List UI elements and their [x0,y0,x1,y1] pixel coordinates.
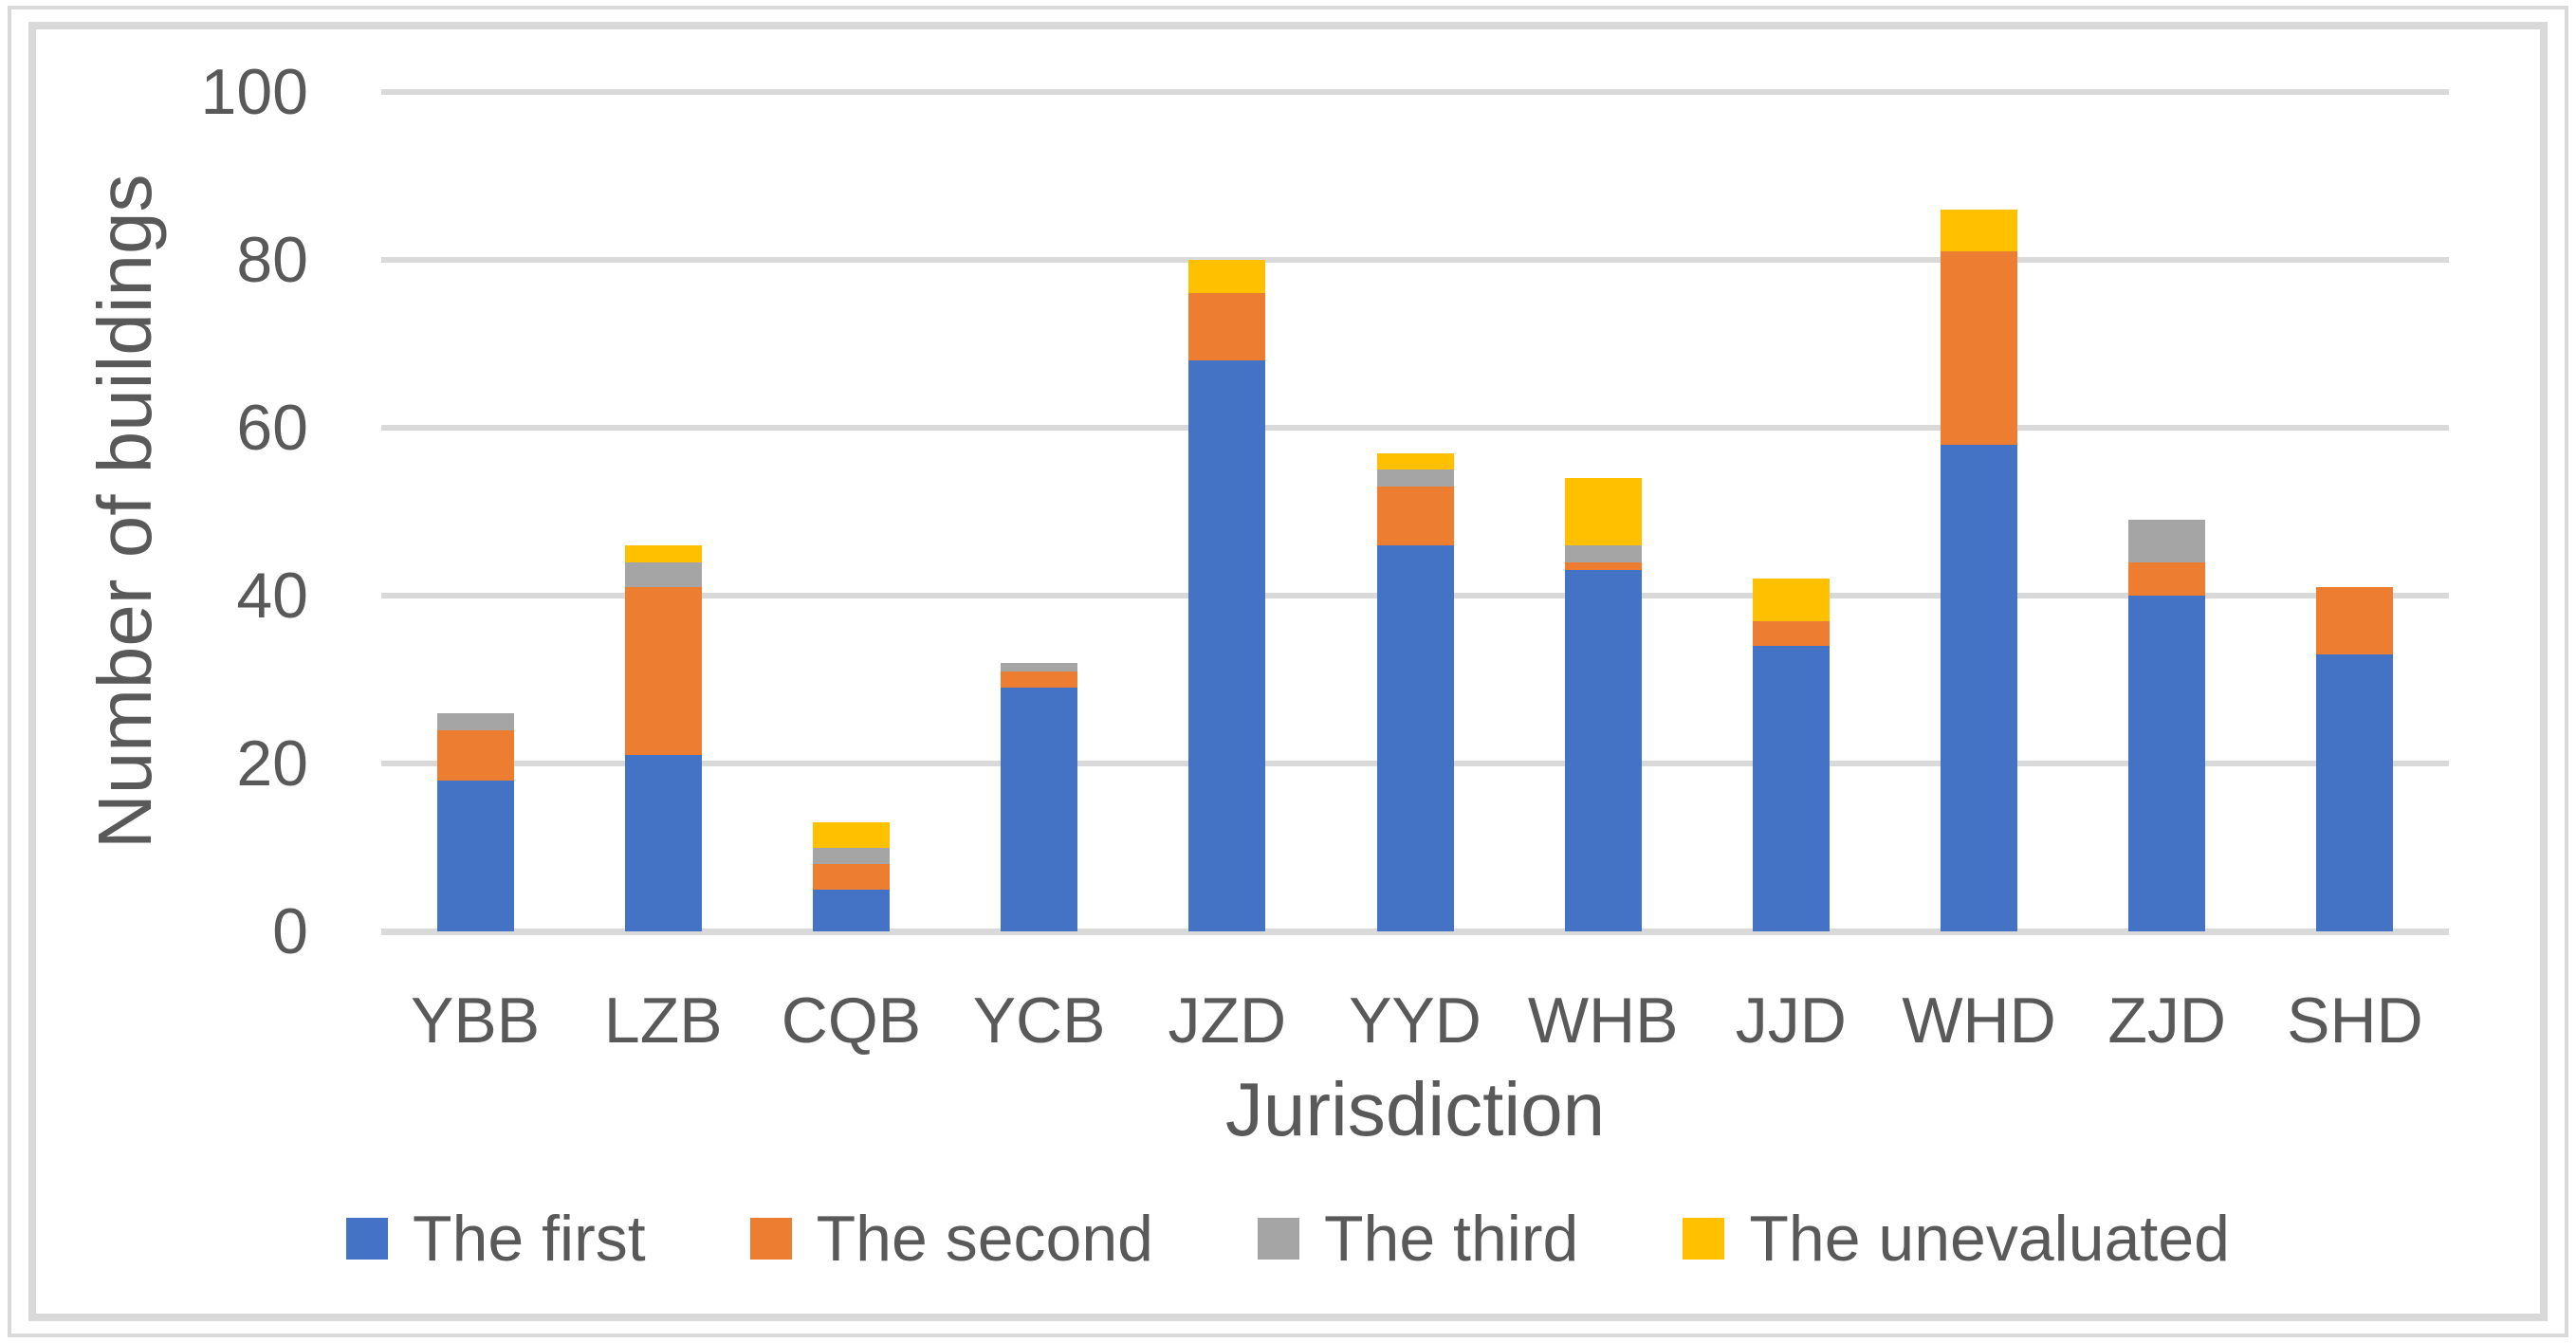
bar-segment [812,847,890,865]
x-axis-line [381,929,2449,935]
legend-swatch-icon [1257,1218,1299,1260]
bar-segment [1564,561,1642,571]
bar-segment [1188,360,1266,931]
gridline [381,89,2449,95]
bar-segment [1564,570,1642,931]
legend-label: The third [1323,1203,1579,1275]
x-tick-label: JJD [1735,984,1847,1057]
legend-swatch-icon [749,1218,792,1260]
bar-segment [1752,646,1830,931]
bar-segment [1941,444,2018,931]
x-tick-label: YCB [972,984,1106,1057]
bar-segment [436,729,514,781]
y-tick-label: 0 [272,895,308,967]
legend-label: The unevaluated [1749,1203,2230,1275]
bar-segment [436,712,514,730]
bar-shd [2316,587,2394,931]
bar-segment [2128,596,2206,931]
bar-segment [624,544,702,562]
bar-lzb [624,544,702,931]
bar-segment [436,780,514,931]
bar-segment [1564,478,1642,545]
bar-segment [2128,561,2206,596]
bar-ycb [1001,662,1078,931]
bar-segment [2316,653,2394,931]
x-axis-title: Jurisdiction [1224,1067,1606,1151]
bar-segment [624,755,702,931]
bar-segment [1188,293,1266,361]
x-tick-label: YYD [1349,984,1481,1057]
x-tick-label: ZJD [2107,984,2227,1057]
x-tick-label: CQB [781,984,922,1057]
bar-segment [812,864,890,890]
bar-whd [1941,209,2018,931]
bar-segment [1001,662,1078,672]
y-tick-label: 80 [236,224,308,296]
x-tick-label: YBB [411,984,541,1057]
bar-segment [1564,544,1642,562]
x-tick-label: LZB [603,984,723,1057]
bar-segment [1752,579,1830,621]
bar-segment [1376,469,1454,487]
bar-zjd [2128,520,2206,931]
x-tick-label: WHB [1527,984,1679,1057]
bar-jzd [1188,260,1266,931]
bar-segment [812,889,890,931]
legend-swatch-icon [346,1218,389,1260]
gridline [381,257,2449,263]
legend-label: The first [413,1203,646,1275]
bar-segment [1376,452,1454,470]
x-tick-label: WHD [1902,984,2056,1057]
legend: The first The second The third The unevalua… [0,1191,2576,1286]
bar-segment [1376,544,1454,931]
bar-segment [2128,520,2206,562]
bar-segment [624,561,702,588]
bar-segment [1188,260,1266,294]
bar-jjd [1752,579,1830,931]
legend-item: The first [346,1206,646,1271]
bar-segment [1001,688,1078,931]
bar-ybb [436,712,514,931]
x-tick-label: JZD [1168,984,1287,1057]
bar-segment [1001,671,1078,689]
chart-frame [28,22,2548,1321]
y-axis-title: Number of buildings [83,174,167,850]
bar-segment [1752,620,1830,647]
plot-area [381,89,2449,935]
bar-whb [1564,478,1642,931]
bar-segment [1941,251,2018,445]
bar-segment [1941,209,2018,252]
bar-segment [2316,587,2394,654]
y-tick-label: 40 [236,560,308,632]
legend-item: The unevaluated [1683,1206,2230,1271]
bar-segment [812,821,890,848]
y-tick-label: 20 [236,727,308,800]
x-tick-label: SHD [2287,984,2423,1057]
legend-swatch-icon [1683,1218,1725,1260]
bar-cqb [812,821,890,931]
bar-segment [1376,486,1454,545]
gridline [381,425,2449,431]
bar-segment [624,587,702,756]
legend-item: The second [749,1203,1153,1275]
legend-item: The third [1257,1203,1579,1275]
bar-yyd [1376,452,1454,931]
y-tick-label: 60 [236,392,308,464]
y-tick-label: 100 [200,56,308,128]
legend-label: The second [816,1203,1153,1275]
